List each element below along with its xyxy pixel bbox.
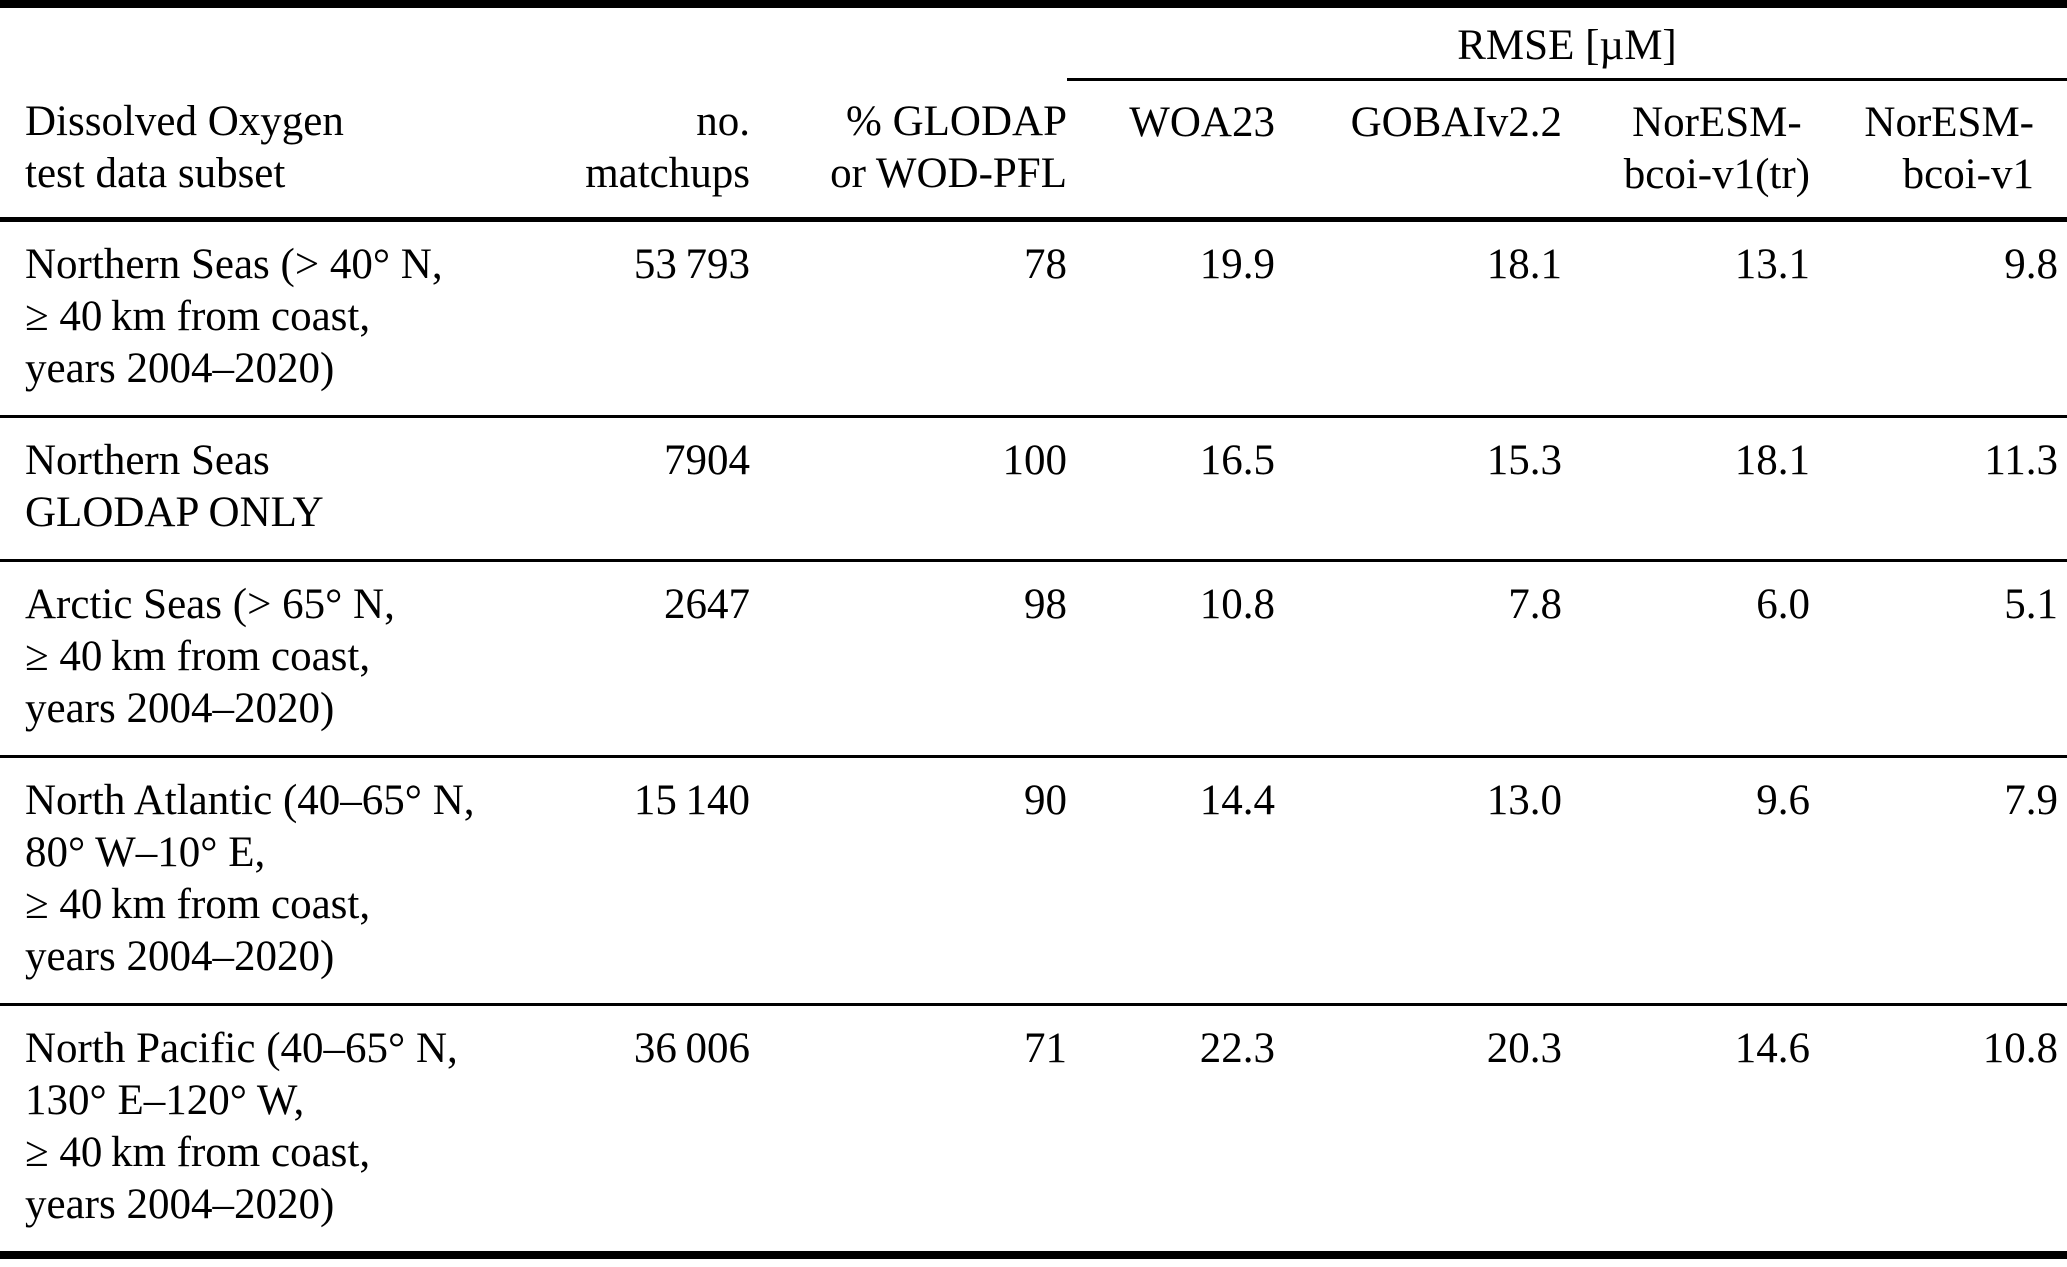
column-header-row: Dissolved Oxygen test data subset no. ma…	[0, 79, 2067, 222]
matchups-cell: 53 793	[560, 219, 750, 418]
rmse-noresm-tr-cell: 6.0	[1562, 560, 1810, 758]
col-header-subset: Dissolved Oxygen test data subset	[0, 79, 560, 222]
rmse-noresm-cell: 10.8	[1982, 1025, 2058, 1072]
col-header-noresm: NorESM- bcoi-v1	[1810, 79, 2067, 222]
rmse-noresm-tr-cell: 13.1	[1562, 219, 1810, 418]
pct-glodap-cell: 78	[750, 219, 1067, 418]
subset-cell: Arctic Seas (> 65° N, ≥ 40 km from coast…	[0, 560, 560, 758]
rmse-woa23-cell: 14.4	[1067, 756, 1275, 1006]
pct-glodap-cell: 71	[1024, 1025, 1067, 1072]
rmse-gobai-cell: 7.8	[1275, 560, 1562, 758]
subset-cell: North Atlantic (40–65° N, 80° W–10° E, ≥…	[0, 756, 560, 1006]
rmse-noresm-cell: 9.8	[1810, 219, 2067, 418]
matchups-cell: 15 140	[560, 756, 750, 1006]
rmse-gobai-cell: 18.1	[1275, 219, 1562, 418]
rmse-woa23-cell: 16.5	[1067, 416, 1275, 562]
matchups-cell: 2647	[560, 560, 750, 758]
col-header-woa23: WOA23	[1067, 79, 1275, 222]
subset-cell: North Pacific (40–65° N, 130° E–120° W, …	[25, 1025, 458, 1228]
table-row-northern-seas-glodap: Northern Seas GLODAP ONLY 7904 100 16.5 …	[0, 416, 2067, 562]
group-header-spacer	[0, 4, 560, 80]
rmse-gobai-cell: 20.3	[1486, 1025, 1562, 1072]
rmse-woa23-cell: 22.3	[1199, 1025, 1275, 1072]
rmse-noresm-cell: 11.3	[1810, 416, 2067, 562]
col-header-noresm-tr: NorESM- bcoi-v1(tr)	[1562, 79, 1810, 222]
subset-cell: Northern Seas GLODAP ONLY	[0, 416, 560, 562]
rmse-noresm-cell: 5.1	[1810, 560, 2067, 758]
group-header-spacer	[560, 4, 750, 80]
col-header-matchups: no. matchups	[560, 79, 750, 222]
rmse-noresm-tr-cell: 18.1	[1562, 416, 1810, 562]
table-header: RMSE [µM] Dissolved Oxygen test data sub…	[0, 4, 2067, 222]
pct-glodap-cell: 100	[750, 416, 1067, 562]
col-header-pct-glodap: % GLODAP or WOD-PFL	[750, 79, 1067, 222]
col-header-noresm-tr-label: NorESM- bcoi-v1(tr)	[1623, 99, 1810, 198]
table-row-north-atlantic: North Atlantic (40–65° N, 80° W–10° E, ≥…	[0, 756, 2067, 1006]
table-body: Northern Seas (> 40° N, ≥ 40 km from coa…	[0, 219, 2067, 1256]
table-row-arctic-seas: Arctic Seas (> 65° N, ≥ 40 km from coast…	[0, 560, 2067, 758]
pct-glodap-cell: 90	[750, 756, 1067, 1006]
group-header-spacer	[750, 4, 1067, 80]
rmse-noresm-tr-cell: 14.6	[1734, 1025, 1810, 1072]
matchups-cell: 7904	[560, 416, 750, 562]
rmse-gobai-cell: 15.3	[1275, 416, 1562, 562]
matchups-cell: 36 006	[633, 1025, 750, 1072]
rmse-woa23-cell: 10.8	[1067, 560, 1275, 758]
rmse-gobai-cell: 13.0	[1275, 756, 1562, 1006]
pct-glodap-cell: 98	[750, 560, 1067, 758]
table-row-northern-seas: Northern Seas (> 40° N, ≥ 40 km from coa…	[0, 219, 2067, 418]
table-row-north-pacific: North Pacific (40–65° N, 130° E–120° W, …	[0, 1005, 2067, 1256]
group-header-rmse: RMSE [µM]	[1067, 4, 2067, 81]
group-header-row: RMSE [µM]	[0, 4, 2067, 81]
rmse-woa23-cell: 19.9	[1067, 219, 1275, 418]
rmse-noresm-cell: 7.9	[1810, 756, 2067, 1006]
col-header-gobai: GOBAIv2.2	[1275, 79, 1562, 222]
subset-cell: Northern Seas (> 40° N, ≥ 40 km from coa…	[0, 219, 560, 418]
rmse-noresm-tr-cell: 9.6	[1562, 756, 1810, 1006]
